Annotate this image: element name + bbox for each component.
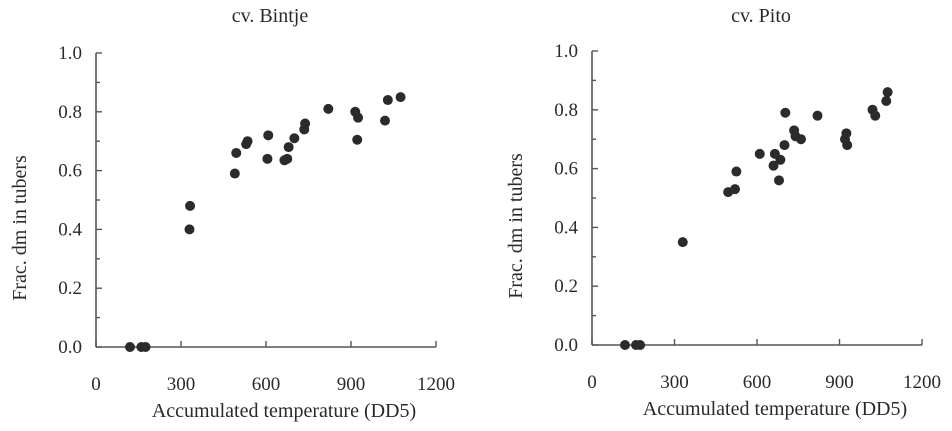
x-tick-label: 600: [252, 374, 281, 395]
data-point: [796, 134, 806, 145]
data-point: [185, 200, 196, 211]
data-point: [754, 148, 765, 159]
data-point: [841, 128, 852, 139]
data-point: [842, 140, 853, 151]
data-point: [282, 153, 293, 164]
x-tick-label: 1200: [903, 372, 941, 393]
chart-title: cv. Pito: [731, 5, 791, 27]
y-tick-label: 0.6: [554, 159, 578, 180]
data-point: [262, 153, 273, 164]
data-point: [731, 166, 742, 177]
x-tick-label: 600: [743, 372, 772, 393]
y-tick-label: 0.8: [554, 100, 578, 121]
data-point: [774, 175, 784, 186]
data-point: [677, 237, 688, 248]
y-tick-label: 0.8: [58, 102, 82, 123]
data-point: [768, 160, 779, 171]
data-point: [140, 342, 151, 352]
data-point: [395, 92, 406, 103]
x-tick-label: 300: [167, 374, 196, 395]
data-point: [289, 133, 300, 144]
y-tick-label: 0.6: [58, 161, 82, 182]
data-point: [125, 342, 135, 352]
y-tick-label: 0.4: [58, 219, 82, 240]
x-tick-label: 300: [660, 372, 689, 393]
y-tick-label: 0.4: [554, 217, 578, 238]
data-point: [870, 110, 881, 121]
data-point: [184, 224, 195, 235]
data-point: [380, 115, 390, 126]
data-point: [300, 118, 311, 129]
chart-title: cv. Bintje: [232, 5, 309, 27]
data-point: [263, 130, 274, 141]
data-point: [635, 340, 646, 350]
x-tick-label: 0: [91, 374, 101, 395]
x-tick-label: 1200: [417, 374, 455, 395]
data-point: [730, 184, 740, 195]
chart-panel-pito: cv. Pito 0.0 0.2 0.4 0.6 0.8 1.0 0 300 600 900 1200…: [505, 5, 941, 420]
y-axis-label: Frac. dm in tubers: [9, 155, 31, 301]
y-tick-label: 1.0: [58, 43, 82, 64]
y-tick-label: 0.2: [58, 278, 82, 299]
data-point: [812, 110, 823, 121]
data-point: [283, 142, 294, 153]
data-point: [353, 112, 364, 123]
data-point: [231, 147, 242, 158]
data-point: [242, 136, 253, 147]
y-axis-label: Frac. dm in tubers: [505, 153, 527, 299]
data-point: [620, 340, 630, 350]
y-tick-label: 1.0: [554, 41, 578, 62]
chart-panel-bintje: cv. Bintje 0.0 0.2 0.4 0.6 0.8 1.0 0 300 600 900 12…: [9, 5, 455, 422]
y-tick-label: 0.0: [554, 335, 578, 356]
x-axis-label: Accumulated temperature (DD5): [643, 398, 907, 420]
x-axis-label: Accumulated temperature (DD5): [152, 400, 416, 422]
x-tick-label: 900: [825, 372, 854, 393]
data-point: [323, 103, 334, 114]
data-point: [352, 134, 363, 145]
data-point: [779, 140, 790, 151]
x-tick-label: 0: [587, 372, 597, 393]
data-point: [229, 168, 240, 179]
data-point: [775, 154, 786, 165]
y-tick-label: 0.0: [58, 337, 82, 358]
x-tick-label: 900: [337, 374, 366, 395]
data-point: [882, 87, 893, 98]
data-point: [382, 95, 393, 106]
y-tick-label: 0.2: [554, 276, 578, 297]
data-point: [881, 95, 892, 106]
data-point: [780, 107, 791, 118]
